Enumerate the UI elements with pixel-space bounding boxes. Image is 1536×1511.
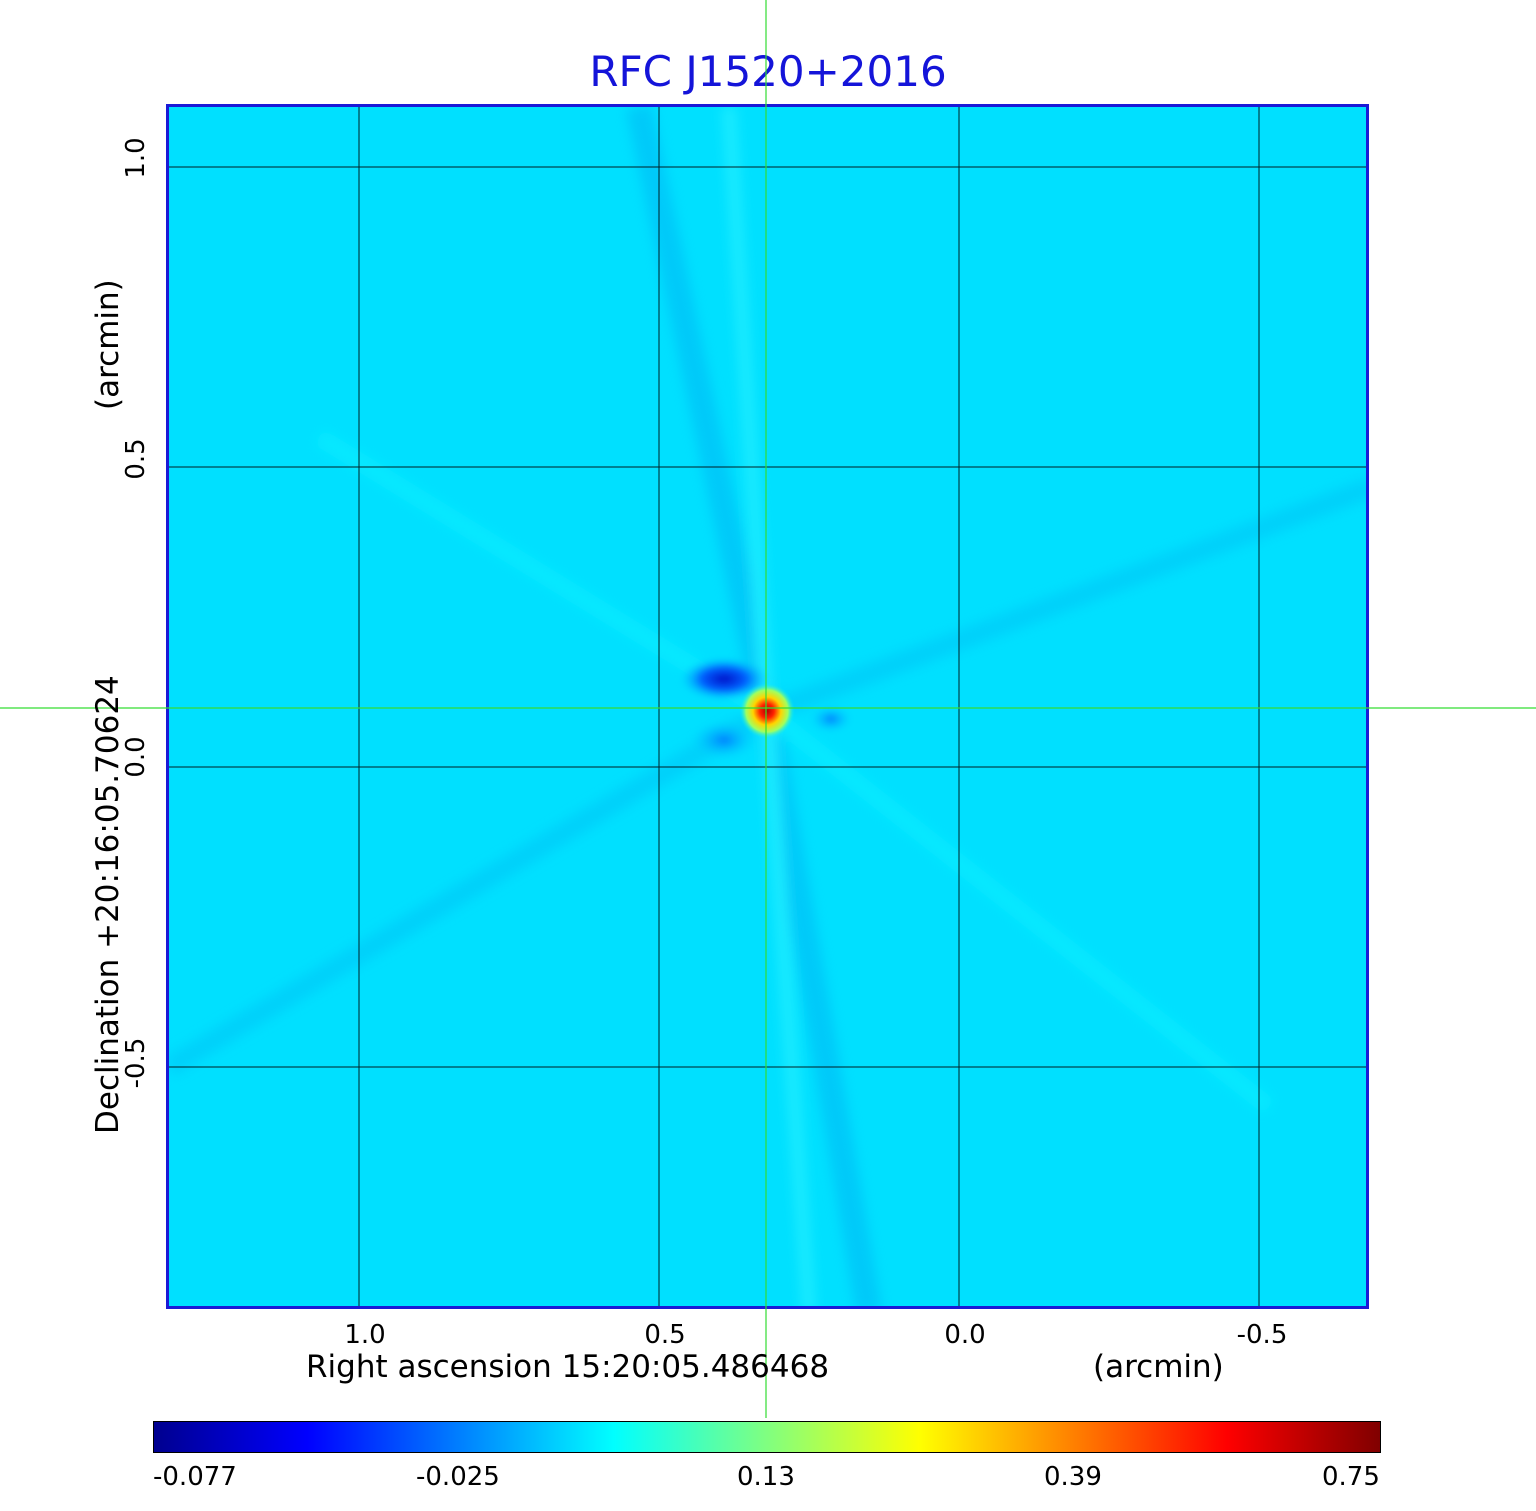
x-tick-label: 0.5 [644,1320,686,1350]
coordinate-grid [169,107,1366,1306]
colorbar-label: 0.75 [1322,1462,1380,1492]
sky-image-panel[interactable] [166,104,1369,1309]
colorbar-label: -0.077 [153,1462,237,1492]
y-tick-label: 1.0 [121,137,151,179]
y-axis-unit: (arcmin) [90,279,126,410]
x-axis-unit: (arcmin) [1093,1349,1224,1385]
sky-image [169,107,1366,1306]
negative-lobe [679,657,769,701]
y-axis-label: Declination +20:16:05.70624 [90,675,126,1134]
colorbar-label: 0.13 [737,1462,795,1492]
x-tick-label: 0.0 [944,1320,986,1350]
x-tick-label: 1.0 [344,1320,386,1350]
y-tick-label: 0.5 [121,438,151,480]
colorbar [153,1421,1381,1453]
x-axis-label: Right ascension 15:20:05.486468 [306,1349,830,1385]
x-tick-label: -0.5 [1236,1320,1288,1350]
image-title: RFC J1520+2016 [589,47,947,96]
colorbar-label: 0.39 [1044,1462,1102,1492]
colorbar-label: -0.025 [416,1462,500,1492]
source-core [739,683,795,739]
